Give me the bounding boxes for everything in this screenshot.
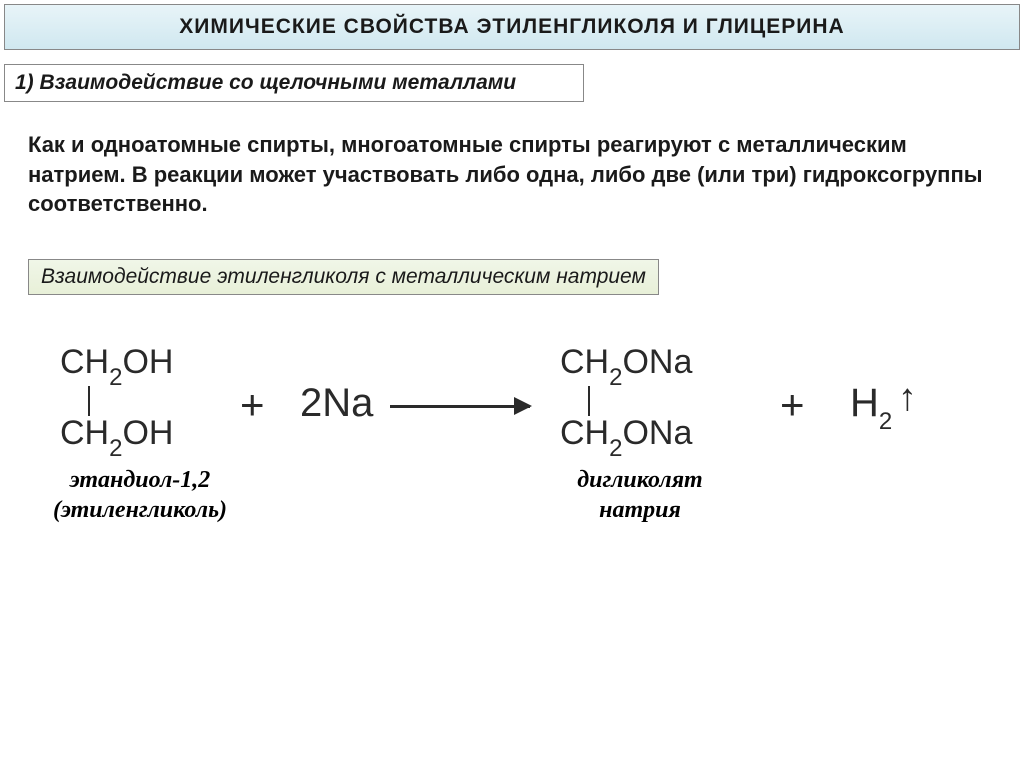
gas-arrow-icon: ↑	[898, 377, 917, 420]
coefficient: 2	[300, 381, 322, 425]
reagent-sodium: 2Na	[300, 381, 373, 426]
reaction-subtitle: Взаимодействие этиленгликоля с металличе…	[28, 259, 659, 295]
reaction-diagram: CH2OH CH2OH + 2Na CH2ONa CH2ONa + H2 ↑ э…	[60, 345, 1024, 605]
product-diglycolate: CH2ONa CH2ONa	[560, 345, 692, 457]
atom-text: CH	[560, 414, 609, 452]
atom-text: OH	[122, 343, 173, 381]
product-hydrogen: H2	[850, 381, 892, 432]
atom-text: CH	[560, 343, 609, 381]
subscript: 2	[609, 364, 622, 391]
reactant-label: этандиол-1,2 (этиленгликоль)	[30, 465, 250, 525]
atom-text: CH	[60, 414, 109, 452]
reactant-ethylene-glycol: CH2OH CH2OH	[60, 345, 173, 457]
atom-text: Na	[322, 381, 373, 425]
section-heading: 1) Взаимодействие со щелочными металлами	[4, 64, 584, 102]
slide-title: ХИМИЧЕСКИЕ СВОЙСТВА ЭТИЛЕНГЛИКОЛЯ И ГЛИЦ…	[4, 4, 1020, 50]
reaction-arrow	[390, 405, 530, 408]
product-label: дигликолят натрия	[550, 465, 730, 525]
atom-text: CH	[60, 343, 109, 381]
bond-vertical	[588, 386, 692, 416]
subscript: 2	[609, 435, 622, 462]
subscript: 2	[109, 435, 122, 462]
atom-text: ONa	[622, 343, 692, 381]
atom-text: OH	[122, 414, 173, 452]
bond-vertical	[88, 386, 173, 416]
subscript: 2	[109, 364, 122, 391]
paragraph-text: Как и одноатомные спирты, многоатомные с…	[0, 102, 1024, 229]
plus-sign: +	[780, 381, 805, 429]
plus-sign: +	[240, 381, 265, 429]
atom-text: ONa	[622, 414, 692, 452]
subscript: 2	[879, 408, 892, 435]
atom-text: H	[850, 381, 879, 425]
